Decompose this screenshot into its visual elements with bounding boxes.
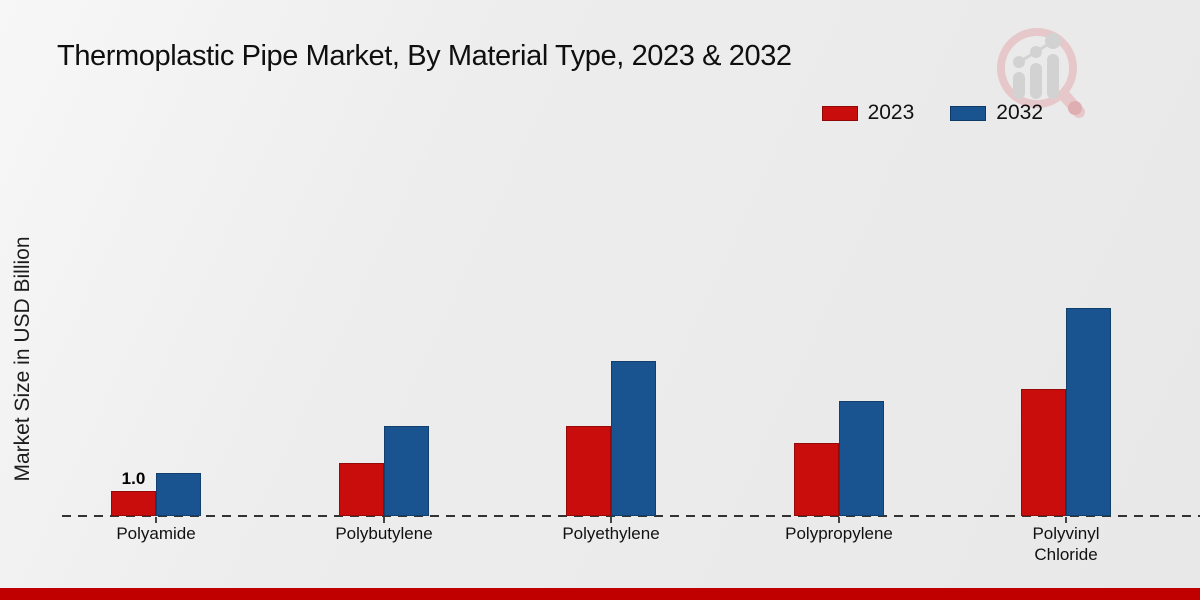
- bar-2032-polyvinyl-chloride: [1066, 308, 1111, 516]
- category-label: Polyamide: [116, 524, 196, 543]
- legend: 2023 2032: [821, 101, 1043, 125]
- legend-label-2023: 2023: [867, 101, 915, 124]
- bar-2032-polyethylene: [611, 361, 656, 516]
- category-label: Polybutylene: [335, 524, 433, 543]
- x-axis-tick: [1065, 517, 1067, 523]
- category-label: Polyethylene: [562, 524, 660, 543]
- legend-item-2023: 2023: [821, 101, 915, 125]
- legend-swatch-2032: [950, 105, 987, 121]
- x-axis-tick: [838, 517, 840, 523]
- bar-2023-polypropylene: [794, 443, 839, 516]
- bar-2023-polyethylene: [566, 426, 611, 516]
- bar-2032-polybutylene: [384, 426, 429, 516]
- chart-title: Thermoplastic Pipe Market, By Material T…: [57, 40, 792, 72]
- x-axis-tick: [383, 517, 385, 523]
- category-label: Polypropylene: [785, 524, 893, 543]
- x-axis-tick: [610, 517, 612, 523]
- bar-2023-polyamide: [111, 491, 156, 516]
- legend-swatch-2023: [821, 105, 858, 121]
- bar-2023-polybutylene: [339, 463, 384, 516]
- footer-red-band: [0, 588, 1200, 600]
- legend-item-2032: 2032: [950, 101, 1043, 125]
- bar-value-label: 1.0: [121, 469, 146, 488]
- bar-2032-polypropylene: [839, 401, 884, 516]
- bar-2023-polyvinyl-chloride: [1021, 389, 1066, 516]
- x-axis-tick: [155, 517, 157, 523]
- legend-label-2032: 2032: [996, 101, 1043, 124]
- x-axis-baseline: [62, 515, 1200, 517]
- bar-2032-polyamide: [156, 473, 201, 516]
- magnifier-chart-logo-icon: [997, 28, 1085, 118]
- category-label: Polyvinyl Chloride: [1032, 524, 1100, 564]
